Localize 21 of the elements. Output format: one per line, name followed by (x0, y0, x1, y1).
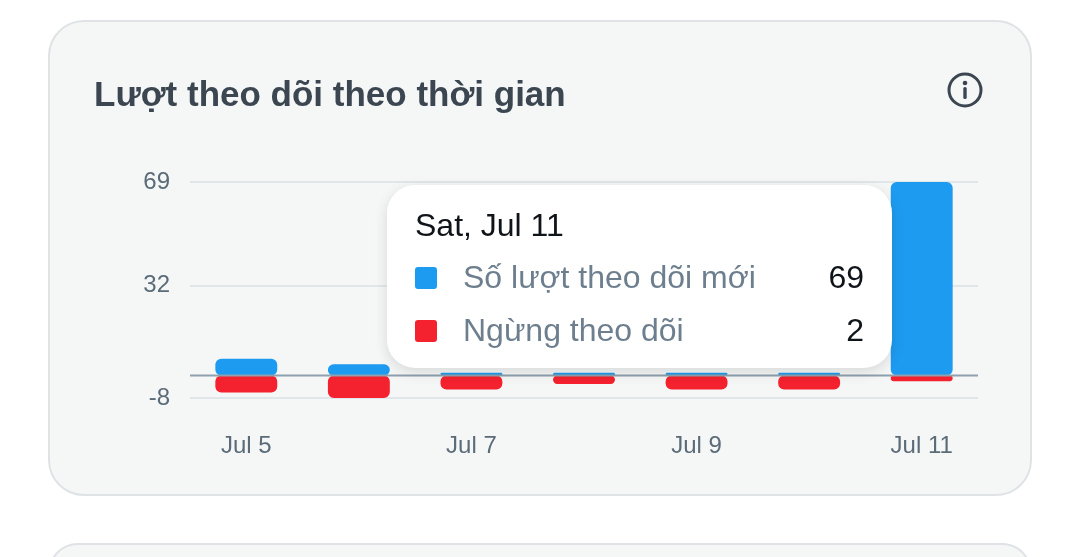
x-tick-label: Jul 5 (220, 431, 272, 459)
annotation: 2 (846, 312, 864, 349)
annotation: Sat, Jul 11 (415, 207, 565, 245)
annotation: 69 (828, 259, 864, 296)
y-tick-label: 32 (143, 270, 170, 298)
bar (327, 364, 390, 376)
legend-label: Số lượt theo dõi mới (463, 259, 757, 296)
chart-title: Lượt theo dõi theo thời gian (94, 74, 566, 114)
bar (665, 375, 728, 390)
x-tick-label: Jul 7 (446, 431, 497, 459)
x-tick-label: Jul 9 (671, 431, 722, 459)
y-tick-label: -8 (148, 382, 170, 410)
bar (327, 375, 390, 398)
legend-label: Ngừng theo dõi (463, 312, 685, 349)
y-tick-label: 69 (143, 166, 170, 194)
bar (890, 182, 953, 376)
bar (215, 375, 278, 393)
bar (215, 358, 278, 376)
bar (440, 375, 503, 390)
x-tick-label: Jul 11 (890, 431, 953, 459)
bar (778, 375, 841, 390)
